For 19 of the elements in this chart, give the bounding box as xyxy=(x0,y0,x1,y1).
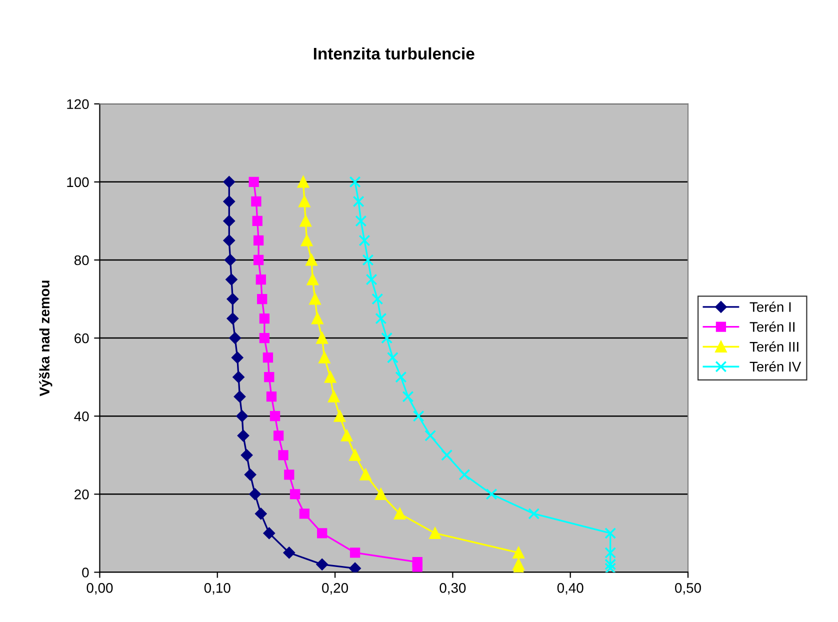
legend-label: Terén I xyxy=(750,302,791,312)
y-tick-label: 40 xyxy=(74,411,89,422)
y-axis-title: Výška nad zemou xyxy=(38,280,52,396)
y-tick-label: 80 xyxy=(74,255,89,266)
x-tick-label: 0,00 xyxy=(86,583,113,594)
legend-label: Terén III xyxy=(750,341,798,352)
x-tick-label: 0,30 xyxy=(440,583,466,594)
chart-title: Intenzita turbulencie xyxy=(314,47,474,60)
y-tick-label: 100 xyxy=(67,177,89,188)
x-tick-label: 0,50 xyxy=(675,583,701,594)
legend-label: Terén II xyxy=(750,321,794,332)
legend-label: Terén IV xyxy=(750,361,802,372)
y-tick-label: 60 xyxy=(74,333,89,344)
y-tick-label: 0 xyxy=(82,568,89,578)
x-tick-label: 0,40 xyxy=(557,583,584,594)
x-tick-label: 0,10 xyxy=(204,583,230,594)
y-tick-label: 20 xyxy=(74,490,89,500)
y-tick-label: 120 xyxy=(67,99,89,110)
x-tick-label: 0,20 xyxy=(322,583,348,594)
